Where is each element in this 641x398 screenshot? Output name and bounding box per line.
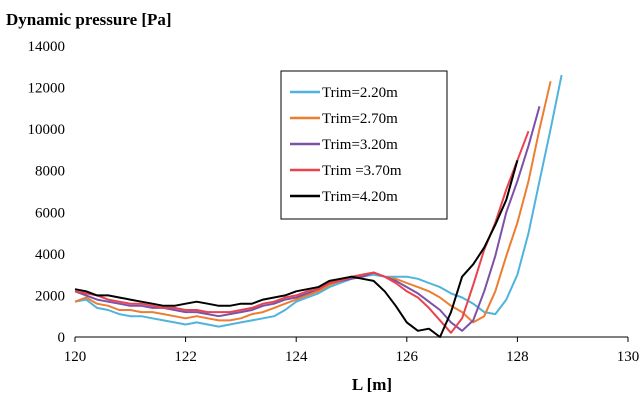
y-tick-label: 2000 bbox=[35, 288, 65, 304]
legend-label-2: Trim=2.70m bbox=[322, 111, 398, 127]
y-tick-label: 14000 bbox=[28, 39, 66, 55]
series-line-1 bbox=[74, 74, 563, 328]
x-tick-label: 124 bbox=[285, 349, 308, 365]
legend-label-1: Trim=2.20m bbox=[322, 85, 398, 101]
series-line-3 bbox=[74, 106, 541, 332]
y-tick-label: 12000 bbox=[28, 81, 66, 97]
legend-label-4: Trim =3.70m bbox=[322, 163, 402, 179]
x-tick-label: 130 bbox=[617, 349, 640, 365]
axes: 0 2000 4000 6000 8000 10000 12000 14000 120 122 12… bbox=[28, 39, 640, 365]
series-line-4 bbox=[74, 130, 530, 334]
x-tick-label: 128 bbox=[506, 349, 529, 365]
y-tick-label: 6000 bbox=[35, 205, 65, 221]
y-tick-label: 10000 bbox=[28, 122, 66, 138]
legend: Trim=2.20m Trim=2.70m Trim=3.20m Trim =3.70… bbox=[280, 70, 448, 220]
x-tick-label: 120 bbox=[64, 349, 87, 365]
series-line-5 bbox=[74, 160, 519, 338]
legend-label-5: Trim=4.20m bbox=[322, 189, 398, 205]
x-axis-label: L [m] bbox=[352, 375, 392, 394]
y-tick-label: 4000 bbox=[35, 247, 65, 263]
series-line-2 bbox=[74, 81, 552, 324]
chart-title: Dynamic pressure [Pa] bbox=[6, 10, 172, 29]
x-tick-label: 122 bbox=[174, 349, 197, 365]
x-tick-label: 126 bbox=[396, 349, 419, 365]
series-lines bbox=[74, 74, 563, 338]
y-tick-label: 8000 bbox=[35, 164, 65, 180]
legend-label-3: Trim=3.20m bbox=[322, 137, 398, 153]
y-tick-label: 0 bbox=[58, 330, 66, 346]
